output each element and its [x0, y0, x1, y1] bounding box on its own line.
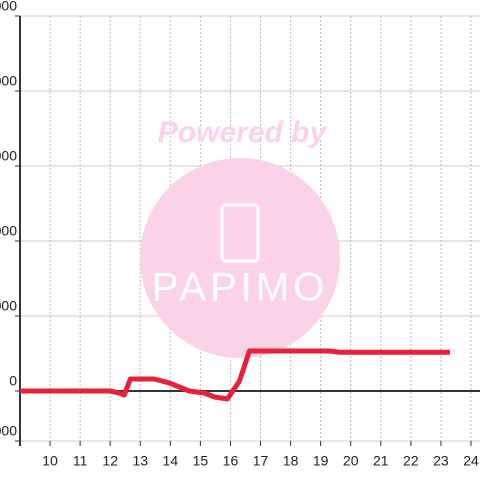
x-tick-label: 14: [163, 453, 179, 469]
x-tick-label: 17: [253, 453, 269, 469]
y-tick-label: -20,000: [0, 423, 17, 439]
y-tick-label: 30,000: [0, 298, 17, 314]
series-line: [20, 348, 450, 402]
x-tick-label: 22: [403, 453, 419, 469]
y-tick-label: 60,000: [0, 223, 17, 239]
x-tick-label: 23: [433, 453, 449, 469]
x-tick-label: 10: [42, 453, 58, 469]
watermark-title: Powered by: [158, 116, 328, 149]
x-tick-label: 19: [313, 453, 329, 469]
x-tick-label: 16: [223, 453, 239, 469]
x-tick-label: 20: [343, 453, 359, 469]
y-tick-label: 150,000: [0, 0, 17, 14]
x-tick-label: 15: [193, 453, 209, 469]
x-tick-label: 18: [283, 453, 299, 469]
y-tick-label: 120,000: [0, 73, 17, 89]
watermark-brand: PAPIMO: [152, 266, 329, 310]
x-tick-label: 13: [132, 453, 148, 469]
watermark: Powered by PAPIMO: [140, 116, 340, 358]
y-tick-label: 90,000: [0, 148, 17, 164]
x-tick-label: 21: [373, 453, 389, 469]
x-tick-label: 24: [463, 453, 479, 469]
y-tick-label: 0: [9, 373, 17, 389]
x-tick-label: 12: [102, 453, 118, 469]
x-tick-label: 11: [73, 453, 88, 469]
